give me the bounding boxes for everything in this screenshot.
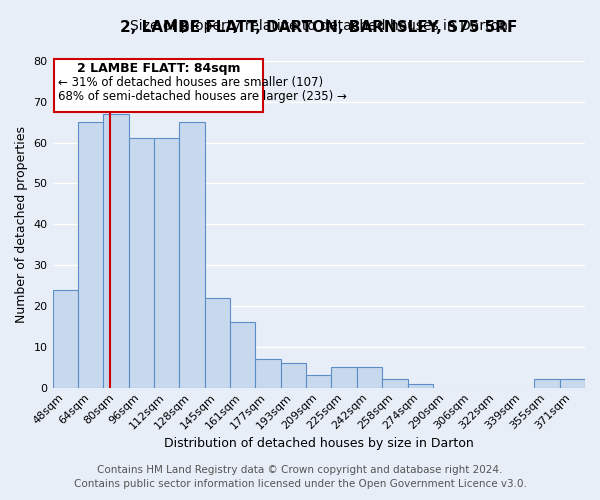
Bar [103, 114, 128, 388]
Bar [281, 363, 306, 388]
Text: Contains HM Land Registry data © Crown copyright and database right 2024.
Contai: Contains HM Land Registry data © Crown c… [74, 465, 526, 489]
Bar [53, 290, 78, 388]
Bar [128, 138, 154, 388]
Bar [407, 384, 433, 388]
X-axis label: Distribution of detached houses by size in Darton: Distribution of detached houses by size … [164, 437, 473, 450]
Title: Size of property relative to detached houses in Darton: Size of property relative to detached ho… [130, 19, 508, 33]
Bar [230, 322, 256, 388]
Bar [534, 380, 560, 388]
Y-axis label: Number of detached properties: Number of detached properties [15, 126, 28, 322]
Bar [331, 367, 357, 388]
Bar [205, 298, 230, 388]
Bar [256, 359, 281, 388]
Bar [382, 380, 407, 388]
Text: 68% of semi-detached houses are larger (235) →: 68% of semi-detached houses are larger (… [58, 90, 346, 103]
Text: 2, LAMBE FLATT, DARTON, BARNSLEY, S75 5RF: 2, LAMBE FLATT, DARTON, BARNSLEY, S75 5R… [120, 20, 517, 34]
Bar [154, 138, 179, 388]
Bar [179, 122, 205, 388]
FancyBboxPatch shape [54, 59, 263, 112]
Bar [560, 380, 585, 388]
Text: 2 LAMBE FLATT: 84sqm: 2 LAMBE FLATT: 84sqm [77, 62, 240, 74]
Text: ← 31% of detached houses are smaller (107): ← 31% of detached houses are smaller (10… [58, 76, 323, 88]
Bar [78, 122, 103, 388]
Bar [306, 376, 331, 388]
Bar [357, 367, 382, 388]
